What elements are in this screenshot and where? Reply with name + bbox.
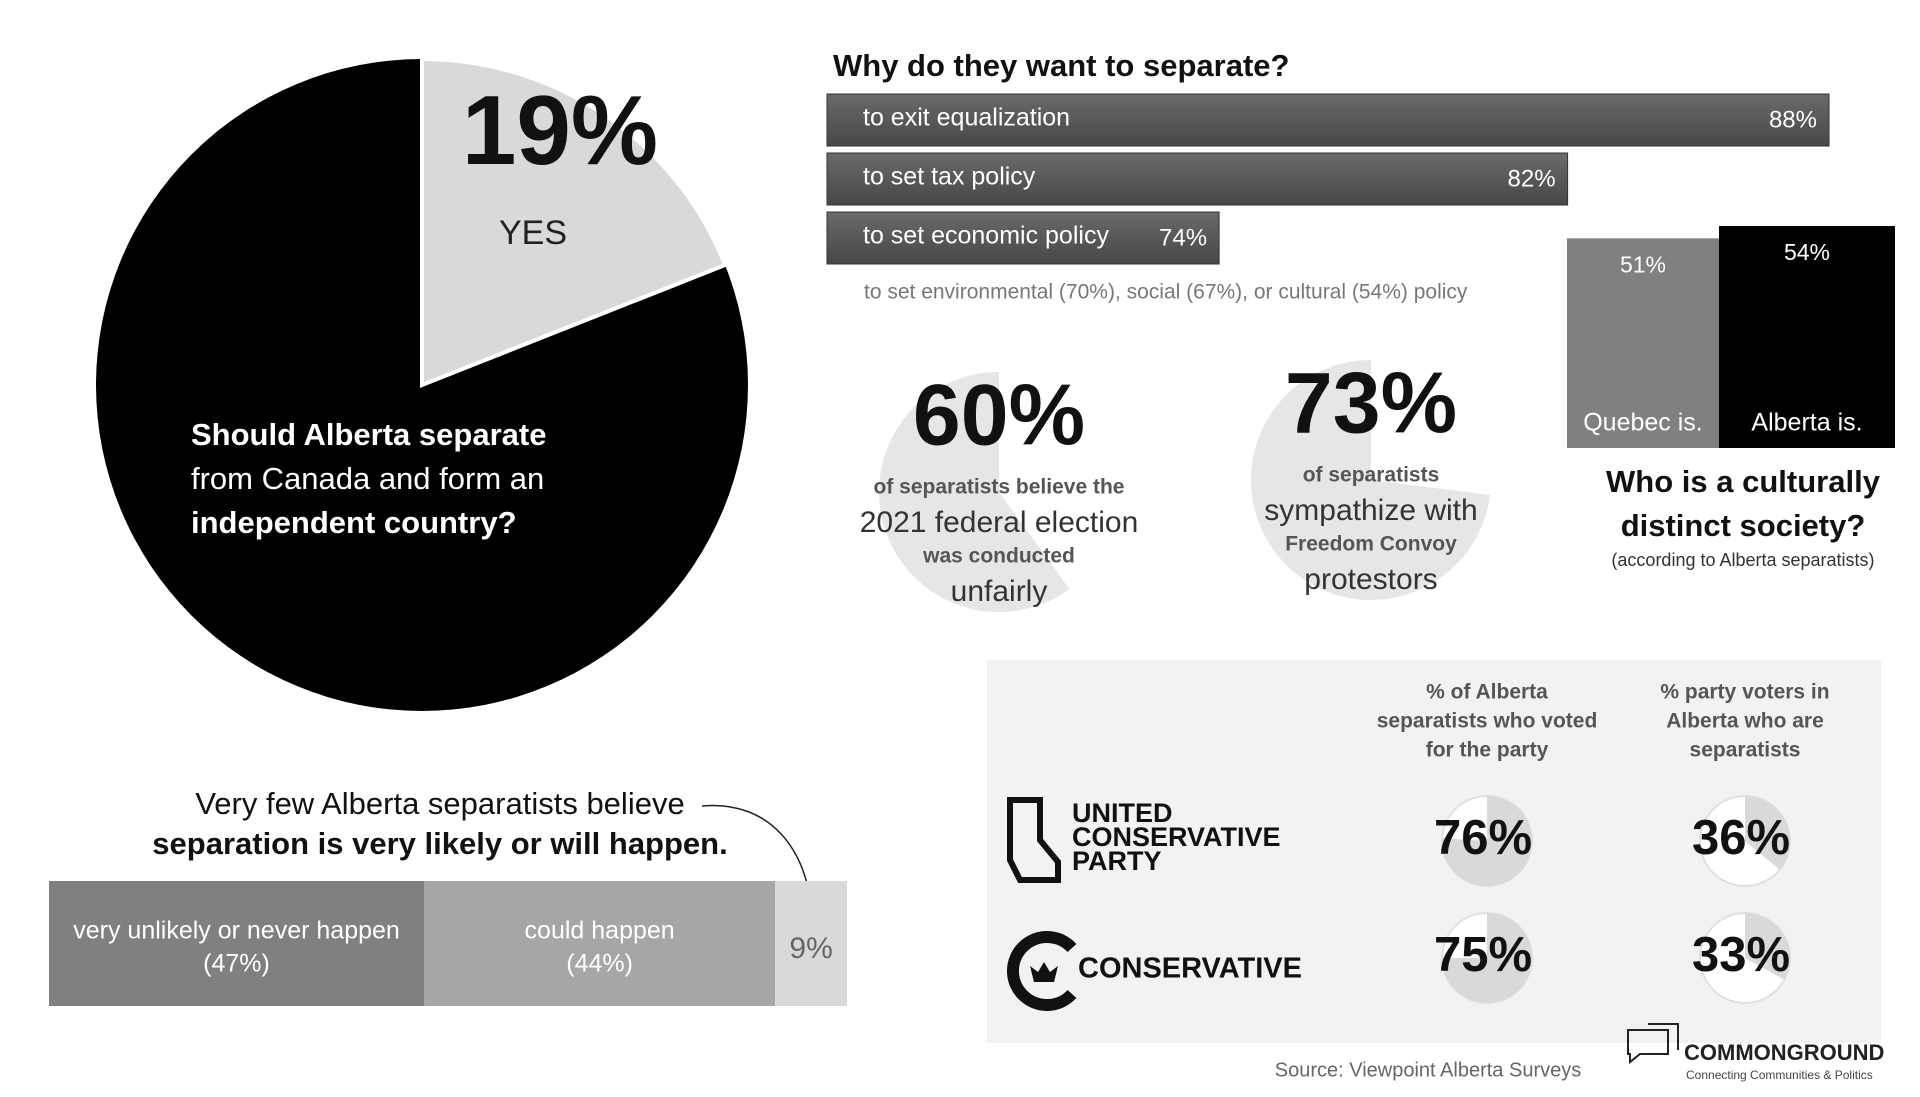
stat-text: protestors <box>1304 563 1437 596</box>
ucp-logo <box>1007 797 1061 883</box>
bar-value-label: 74% <box>1159 224 1207 251</box>
party-name: PARTY <box>1072 846 1162 876</box>
pie-question: from Canada and form an <box>191 461 544 496</box>
bar-value-label: 82% <box>1508 165 1556 192</box>
column <box>1567 238 1719 448</box>
stat-wedge <box>879 372 1070 612</box>
bar <box>826 93 1830 147</box>
stat-text: 2021 federal election <box>860 506 1139 539</box>
party-name: CONSERVATIVE <box>1072 822 1281 852</box>
cpc-logo <box>1006 931 1077 1011</box>
pie-label: YES <box>499 214 567 252</box>
stat-text: Freedom Convoy <box>1285 533 1457 556</box>
column-header: for the party <box>1426 739 1549 762</box>
party-name: CONSERVATIVE <box>1078 953 1302 985</box>
pie-value-label: 19% <box>462 75 658 185</box>
stack-segment <box>49 881 425 1006</box>
maple-leaf <box>1030 962 1058 982</box>
bar-category: to exit equalization <box>863 104 1070 132</box>
small-pie-label: 76% <box>1434 811 1532 865</box>
column-value-label: 51% <box>1620 251 1666 277</box>
brand-tagline: Connecting Communities & Politics <box>1686 1068 1873 1082</box>
stat-text: unfairly <box>951 575 1048 608</box>
small-pie-slice <box>1745 796 1790 870</box>
bar-category: to set economic policy <box>863 222 1109 250</box>
column-title: Who is a culturally <box>1606 464 1881 499</box>
small-pie-slice <box>1442 796 1533 886</box>
pie-slice <box>420 56 728 388</box>
bar-value-label: 88% <box>1769 106 1817 133</box>
stack-value-label: (47%) <box>203 950 270 978</box>
pie-question: independent country? <box>191 505 517 540</box>
bar-note: to set environmental (70%), social (67%)… <box>864 281 1468 304</box>
small-pie-slice <box>1745 913 1790 980</box>
bar <box>826 152 1569 206</box>
column-header: separatists <box>1690 739 1801 762</box>
stat-text: sympathize with <box>1264 494 1477 527</box>
column-value-label: 54% <box>1784 239 1830 265</box>
stack-segment <box>775 881 847 1006</box>
stack-value-label: (44%) <box>566 950 633 978</box>
stat-value-label: 60% <box>913 368 1085 464</box>
brand-icon <box>1627 1023 1679 1065</box>
stat-value-label: 73% <box>1285 356 1457 452</box>
stack-value-label: 9% <box>789 932 832 965</box>
stat-text: of separatists believe the <box>874 476 1125 499</box>
column-header: % of Alberta <box>1426 681 1548 704</box>
party-name: UNITED <box>1072 798 1173 828</box>
bar <box>826 211 1220 265</box>
small-pie-label: 33% <box>1692 928 1790 982</box>
column <box>1719 226 1895 448</box>
stack-title: Very few Alberta separatists believe <box>195 786 684 821</box>
stack-title: separation is very likely or will happen… <box>152 826 727 861</box>
small-pie-slice <box>1442 913 1532 1003</box>
brand-name: COMMONGROUND <box>1684 1040 1884 1065</box>
bar-title: Why do they want to separate? <box>833 48 1289 83</box>
small-pie-label: 36% <box>1692 811 1790 865</box>
column-subtitle: (according to Alberta separatists) <box>1611 550 1874 570</box>
pie-question: Should Alberta separate <box>191 417 546 452</box>
stat-text: was conducted <box>922 545 1075 568</box>
column-header: separatists who voted <box>1377 710 1598 733</box>
column-header: Alberta who are <box>1666 710 1824 733</box>
stat-wedge <box>1251 360 1491 601</box>
column-title: distinct society? <box>1621 508 1866 543</box>
stack-segment <box>424 881 776 1006</box>
column-header: % party voters in <box>1660 681 1829 704</box>
source: Source: Viewpoint Alberta Surveys <box>1275 1059 1581 1081</box>
column-category: Quebec is. <box>1583 409 1703 437</box>
column-category: Alberta is. <box>1751 409 1862 437</box>
small-pie-label: 75% <box>1434 928 1532 982</box>
stack-category: very unlikely or never happen <box>73 917 400 945</box>
stat-text: of separatists <box>1303 464 1440 487</box>
stack-category: could happen <box>525 917 675 945</box>
bar-category: to set tax policy <box>863 163 1036 191</box>
